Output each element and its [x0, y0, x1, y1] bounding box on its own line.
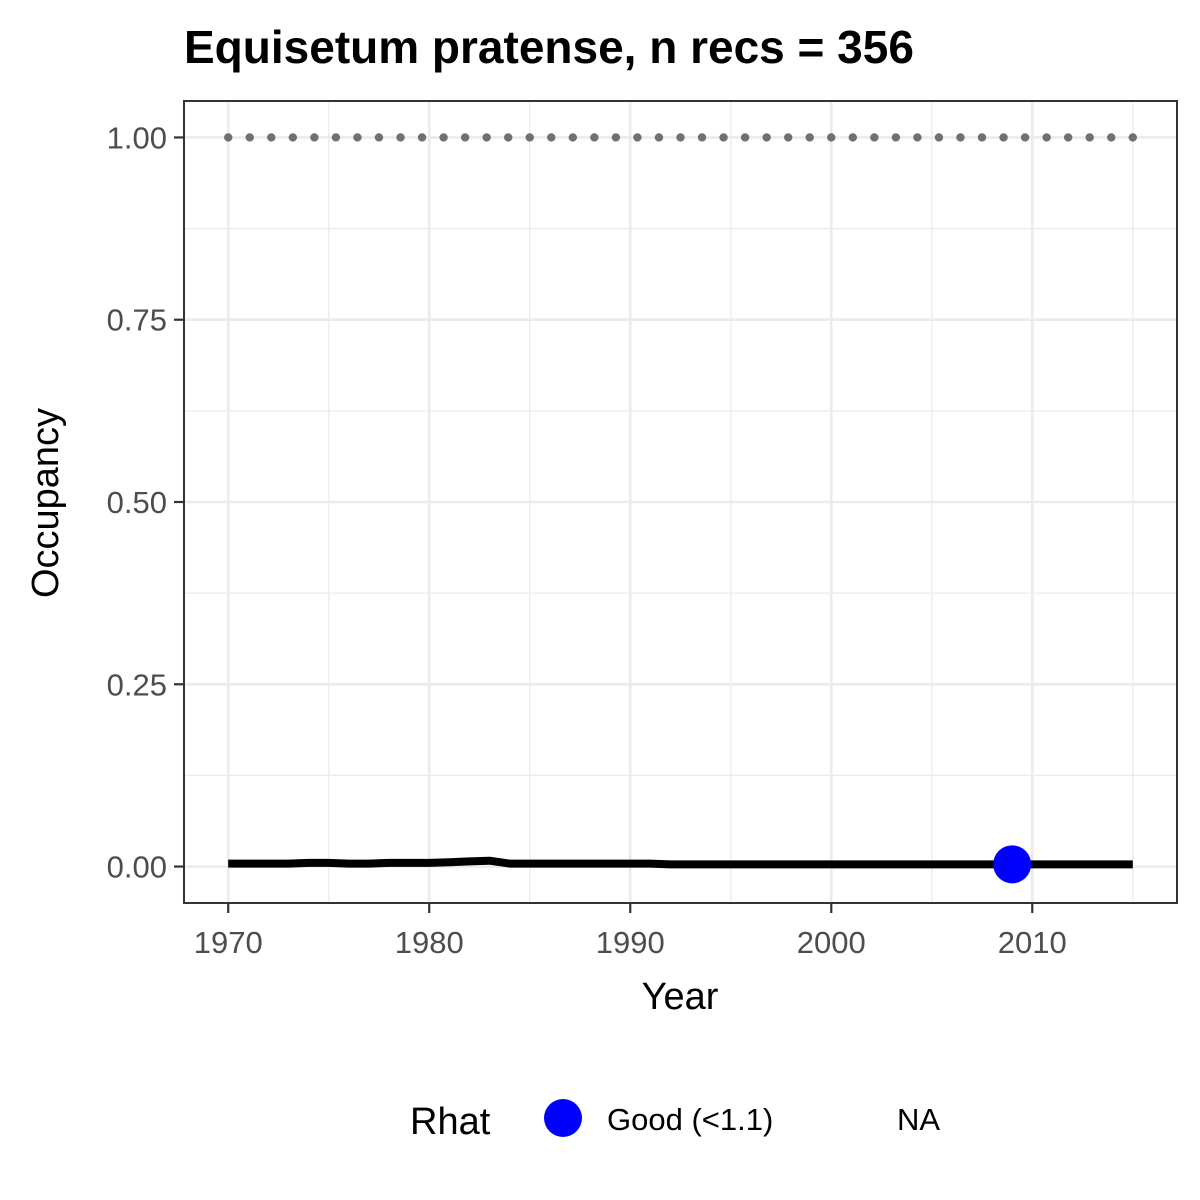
- dotted-line-point: [977, 133, 987, 142]
- series-layer: [224, 133, 1137, 869]
- y-tick-label: 0.75: [107, 303, 167, 338]
- dotted-line-point: [417, 133, 427, 142]
- dotted-line-point: [999, 133, 1008, 142]
- dotted-line-point: [590, 133, 599, 142]
- dotted-line-point: [331, 133, 341, 142]
- dotted-line-point: [1128, 133, 1137, 142]
- dotted-line-point: [245, 133, 254, 142]
- dotted-line-point: [288, 133, 298, 142]
- dotted-line-point: [568, 133, 578, 142]
- dotted-line-point: [1085, 133, 1094, 142]
- dotted-line-point: [633, 133, 642, 142]
- dotted-line-point: [913, 133, 922, 142]
- grid: [184, 101, 1177, 903]
- x-tick-label: 1980: [395, 925, 464, 960]
- y-tick-label: 0.50: [107, 485, 167, 520]
- legend-title: Rhat: [410, 1101, 491, 1143]
- dotted-line-point: [1107, 133, 1116, 142]
- dotted-line-point: [805, 133, 814, 142]
- y-tick-label: 1.00: [107, 120, 167, 155]
- y-axis-title: Occupancy: [25, 408, 67, 598]
- dotted-line-point: [224, 133, 233, 142]
- x-axis-title: Year: [642, 976, 719, 1018]
- dotted-line-point: [611, 133, 621, 142]
- dotted-line-point: [267, 133, 276, 142]
- dotted-line-point: [396, 133, 405, 142]
- dotted-line-point: [740, 133, 750, 142]
- rhat-point: [993, 845, 1032, 884]
- dotted-line-point: [697, 133, 707, 142]
- legend-label-good: Good (<1.1): [607, 1102, 773, 1137]
- dotted-line-point: [460, 133, 470, 142]
- chart-title: Equisetum pratense, n recs = 356: [184, 21, 914, 73]
- y-axis: 0.00 0.25 0.50 0.75 1.00: [107, 120, 184, 885]
- dotted-line-point: [934, 133, 944, 142]
- x-axis: 1970 1980 1990 2000 2010: [194, 903, 1067, 960]
- dotted-line-point: [654, 133, 664, 142]
- dotted-line-point: [848, 133, 857, 142]
- dotted-line-point: [956, 133, 965, 142]
- dotted-line-point: [870, 133, 879, 142]
- dotted-line-point: [1063, 133, 1073, 142]
- y-tick-label: 0.25: [107, 667, 167, 702]
- dotted-line-point: [1020, 133, 1030, 142]
- dotted-line-point: [353, 133, 362, 142]
- dotted-line-point: [547, 133, 556, 142]
- dotted-line-point: [1042, 133, 1051, 142]
- dotted-line-point: [374, 133, 384, 142]
- dotted-line-point: [827, 133, 836, 142]
- y-tick-label: 0.00: [107, 850, 167, 885]
- dotted-line-point: [482, 133, 491, 142]
- series-upper-dotted-line: [224, 133, 1137, 142]
- dotted-line-point: [525, 133, 534, 142]
- dotted-line-point: [762, 133, 771, 142]
- x-tick-label: 2000: [797, 925, 866, 960]
- legend-key-good: [544, 1099, 582, 1137]
- dotted-line-point: [310, 133, 319, 142]
- dotted-line-point: [719, 133, 728, 142]
- legend: Rhat Good (<1.1) NA: [410, 1099, 940, 1143]
- dotted-line-point: [676, 133, 685, 142]
- legend-label-na: NA: [897, 1102, 940, 1137]
- dotted-line-point: [891, 133, 901, 142]
- dotted-line-point: [783, 133, 793, 142]
- x-tick-label: 2010: [998, 925, 1067, 960]
- points-layer: [993, 845, 1032, 884]
- x-tick-label: 1970: [194, 925, 263, 960]
- series-occupancy-line: [228, 856, 1133, 869]
- x-tick-label: 1990: [596, 925, 665, 960]
- dotted-line-point: [504, 133, 513, 142]
- dotted-line-point: [439, 133, 448, 142]
